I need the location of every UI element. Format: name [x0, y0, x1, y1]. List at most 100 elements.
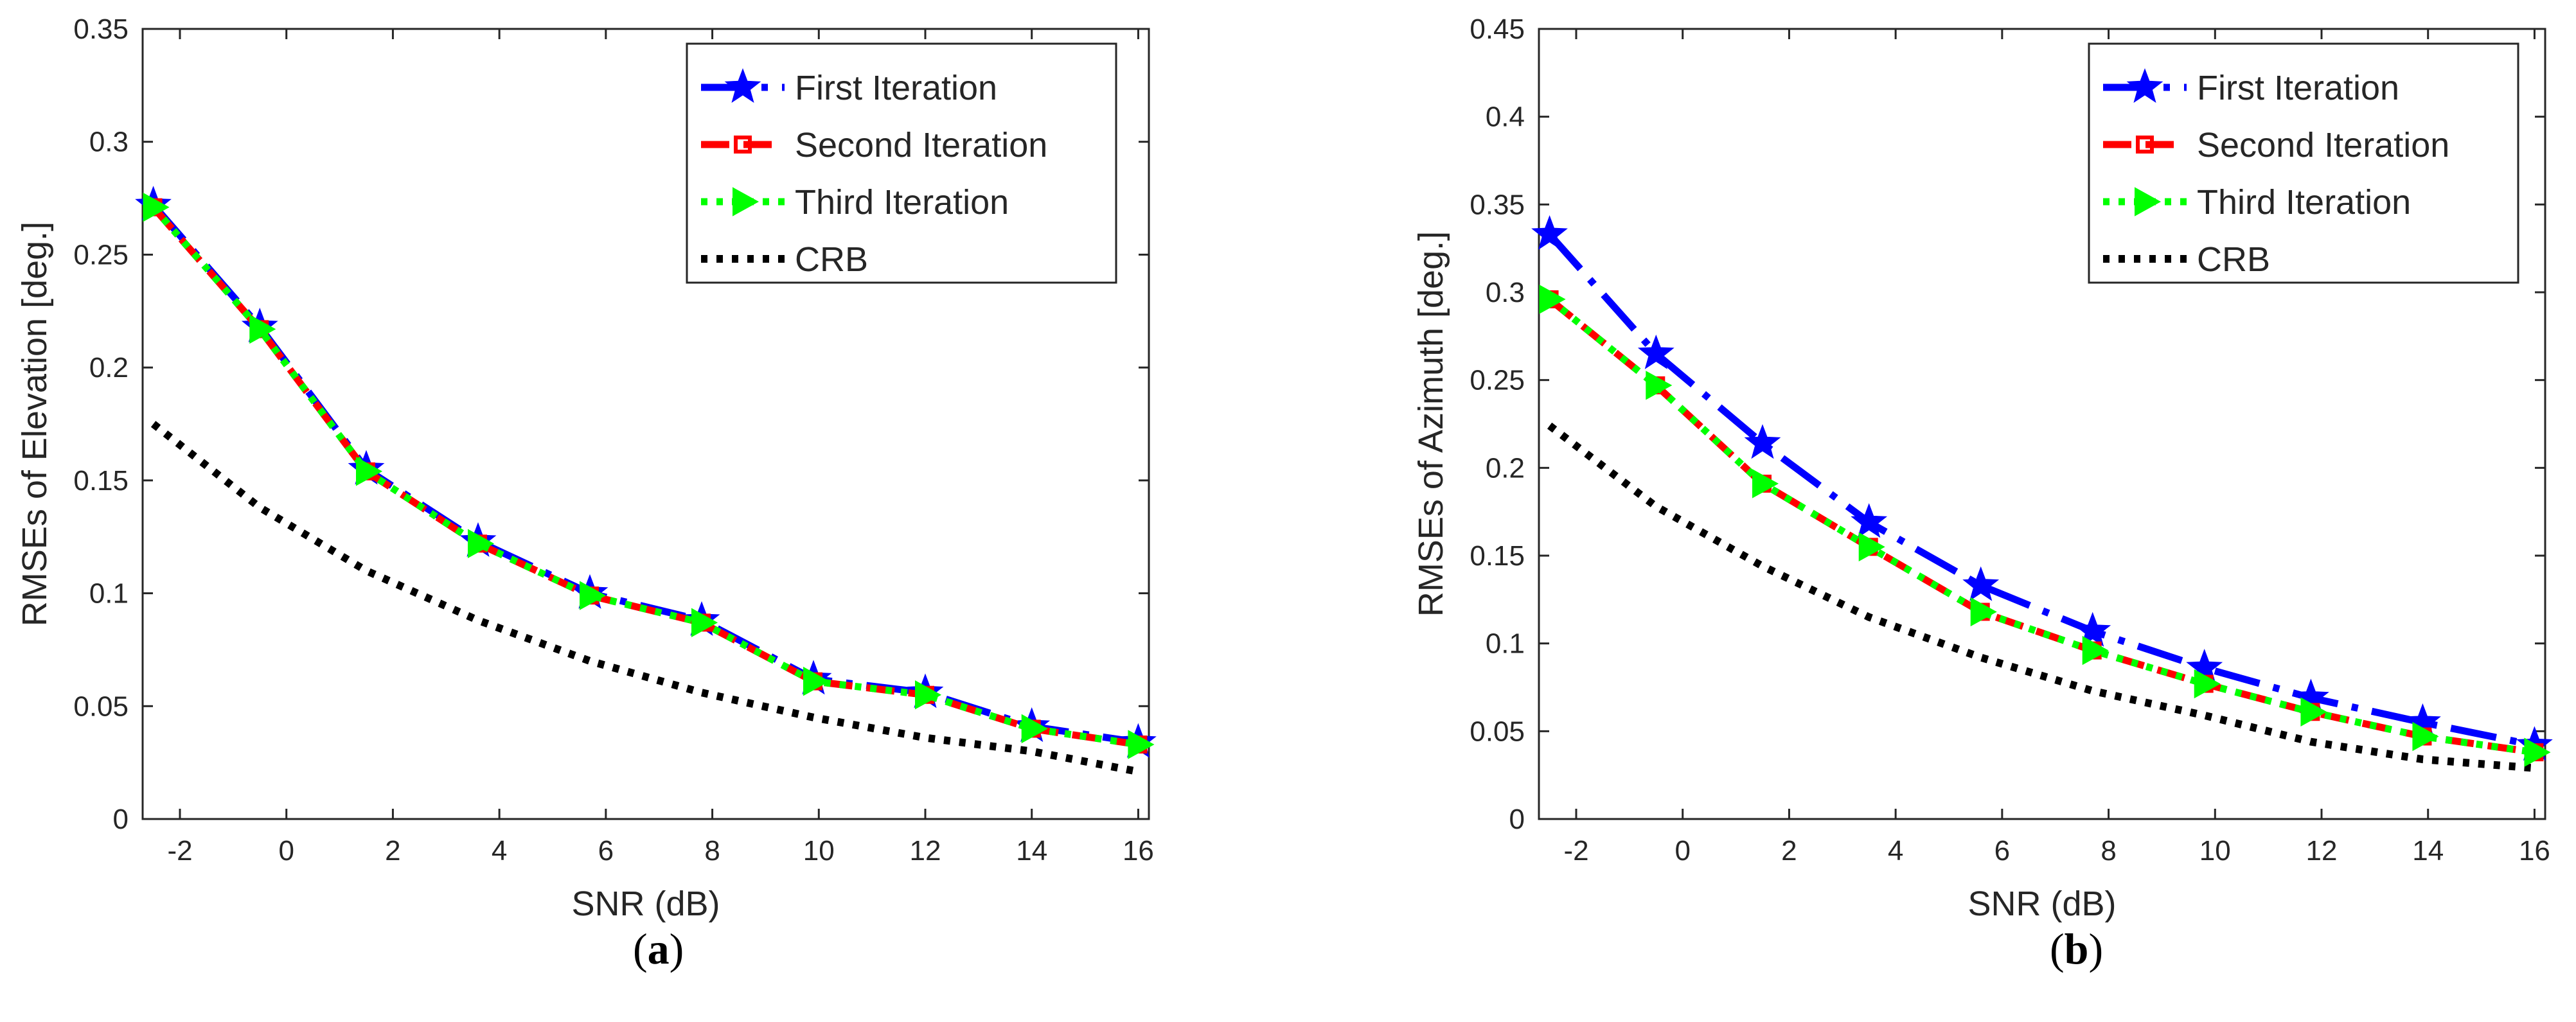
y-tick-label: 0.25 — [73, 239, 129, 270]
series-crb — [150, 421, 1139, 776]
legend-entry: CRB — [701, 240, 868, 279]
x-tick-label: 10 — [803, 835, 835, 867]
data-point-triangle-right — [915, 680, 942, 710]
x-axis-label: SNR (dB) — [1968, 885, 2116, 923]
legend-label: Second Iteration — [2197, 126, 2449, 164]
legend-marker-star — [2126, 68, 2163, 103]
panel-label: (a) — [633, 924, 684, 973]
y-tick-label: 0.3 — [89, 127, 129, 158]
y-tick-label: 0.35 — [73, 13, 129, 45]
series-third-iteration — [1539, 285, 2551, 767]
legend-entry: Third Iteration — [2103, 183, 2411, 222]
data-point-triangle-right — [249, 314, 276, 344]
series-line — [1547, 296, 2536, 756]
legend-marker-square — [734, 136, 752, 154]
data-point-triangle-right — [1646, 371, 1673, 400]
x-tick-label: 16 — [1123, 835, 1154, 867]
legend-entry: Third Iteration — [701, 183, 1009, 222]
series-third-iteration — [143, 192, 1155, 759]
data-point-star — [2074, 612, 2111, 647]
data-point-triangle-right — [1021, 714, 1048, 744]
x-tick-label: 16 — [2519, 835, 2550, 867]
data-point-triangle-right — [1128, 730, 1155, 759]
x-tick-label: 14 — [2412, 835, 2444, 867]
y-tick-label: 0.1 — [89, 578, 129, 610]
x-tick-label: 0 — [278, 835, 294, 867]
data-point-triangle-right — [1752, 469, 1779, 498]
data-point-star — [1744, 424, 1781, 459]
x-tick-label: 6 — [598, 835, 614, 867]
data-point-triangle-right — [2194, 669, 2221, 699]
x-tick-label: 2 — [1781, 835, 1797, 867]
data-point-triangle-right — [2412, 721, 2439, 752]
panel-label-letter: a — [648, 924, 670, 973]
x-tick-label: 12 — [2306, 835, 2338, 867]
panel-b: -2 0 2 4 6 8 10 12 14 16 0 0.05 0.1 0.15 0.2 0.25 0.3 0.3… — [1412, 13, 2553, 973]
legend-label: CRB — [795, 240, 868, 279]
panel-label: (b) — [2050, 924, 2103, 973]
panel-a: -2 0 2 4 6 8 10 12 14 16 0 0.05 0.1 0.15 0.2 0.25 0.3 0.3… — [15, 13, 1157, 973]
y-tick-label: 0.45 — [1470, 13, 1525, 45]
x-tick-label: 8 — [704, 835, 720, 867]
legend-label: Third Iteration — [2197, 183, 2411, 222]
data-point-triangle-right — [356, 457, 383, 486]
y-tick-label: 0.05 — [73, 691, 129, 722]
panel-label-letter: b — [2065, 924, 2089, 973]
y-tick-label: 0.35 — [1470, 189, 1525, 220]
x-tick-label: 2 — [385, 835, 400, 867]
x-tick-label: 4 — [492, 835, 507, 867]
legend-label: CRB — [2197, 240, 2270, 279]
legend-entry: First Iteration — [2103, 68, 2399, 107]
data-point-triangle-right — [1539, 285, 1566, 314]
legend-marker-star — [724, 68, 761, 103]
y-tick-label: 0.3 — [1486, 277, 1525, 308]
legend-label: First Iteration — [2197, 69, 2399, 107]
y-tick-label: 0.2 — [89, 352, 129, 383]
data-point-triangle-right — [468, 529, 495, 558]
y-tick-label: 0.15 — [1470, 540, 1525, 572]
y-tick-label: 0.05 — [1470, 716, 1525, 747]
legend-entry: Second Iteration — [2103, 126, 2449, 164]
x-tick-label: 4 — [1888, 835, 1903, 867]
legend-marker-square — [2136, 136, 2154, 154]
x-tick-label: 14 — [1016, 835, 1047, 867]
data-point-star — [1851, 503, 1888, 538]
legend: First Iteration Second Iteration Third Ite… — [2088, 42, 2519, 284]
data-point-star — [1962, 566, 2000, 601]
x-tick-label: 10 — [2199, 835, 2231, 867]
x-tick-label: 6 — [1994, 835, 2010, 867]
x-tick-label: -2 — [1563, 835, 1588, 867]
data-point-triangle-right — [580, 581, 607, 610]
data-point-triangle-right — [1858, 532, 1885, 562]
x-tick-label: -2 — [167, 835, 192, 867]
x-tick-label: 0 — [1674, 835, 1690, 867]
legend-marker-triangle-right — [733, 187, 759, 216]
data-point-star — [1637, 334, 1674, 369]
y-tick-label: 0 — [113, 804, 129, 835]
legend-label: Third Iteration — [795, 183, 1009, 222]
legend-label: First Iteration — [795, 69, 997, 107]
data-point-triangle-right — [2300, 697, 2327, 727]
legend-entry: CRB — [2103, 240, 2270, 279]
data-point-triangle-right — [1970, 597, 1997, 627]
x-tick-label: 8 — [2101, 835, 2116, 867]
legend-label: Second Iteration — [795, 126, 1047, 164]
y-tick-label: 0 — [1509, 804, 1525, 835]
data-point-triangle-right — [2082, 635, 2109, 665]
data-point-star — [1531, 215, 1568, 250]
data-point-triangle-right — [2524, 737, 2551, 767]
legend-entry: Second Iteration — [701, 126, 1047, 164]
data-point-triangle-right — [143, 192, 170, 222]
x-tick-label: 12 — [910, 835, 941, 867]
series-line — [150, 204, 1139, 748]
series-line — [150, 421, 1139, 776]
legend-entry: First Iteration — [701, 68, 997, 107]
y-tick-label: 0.15 — [73, 465, 129, 497]
legend: First Iteration Second Iteration Third Ite… — [686, 42, 1117, 284]
x-axis-label: SNR (dB) — [571, 885, 720, 923]
data-point-triangle-right — [691, 608, 718, 637]
y-axis-label: RMSEs of Azimuth [deg.] — [1412, 231, 1450, 617]
y-tick-label: 0.25 — [1470, 365, 1525, 396]
